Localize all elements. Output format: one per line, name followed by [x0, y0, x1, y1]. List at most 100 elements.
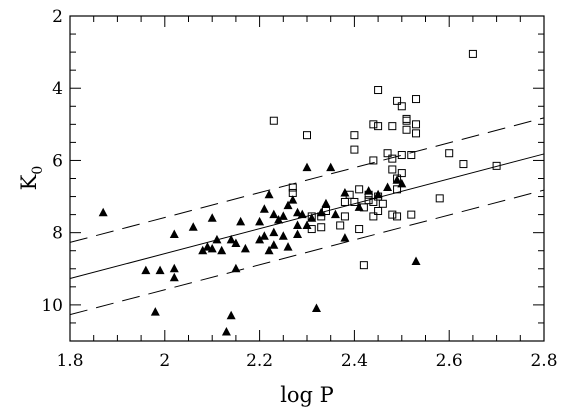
- triangle-point: [283, 242, 293, 251]
- triangle-point: [169, 229, 179, 238]
- square-point: [364, 196, 373, 205]
- plot-frame: [69, 15, 545, 342]
- triangle-point: [288, 195, 298, 204]
- triangle-point: [274, 215, 284, 224]
- square-point: [435, 194, 444, 203]
- square-point: [407, 151, 416, 160]
- square-point: [393, 174, 402, 183]
- triangle-point: [217, 245, 227, 255]
- square-point: [459, 160, 468, 169]
- square-point: [397, 151, 406, 160]
- x-tick-label: 2.8: [530, 351, 557, 371]
- triangle-point: [269, 227, 279, 237]
- triangle-point: [293, 229, 303, 238]
- triangle-point: [373, 189, 383, 199]
- triangle-point: [98, 207, 108, 217]
- data-points: [98, 49, 501, 336]
- square-point: [350, 197, 359, 206]
- svg-text:K0: K0: [17, 166, 46, 191]
- square-point: [402, 114, 411, 123]
- triangle-point: [278, 231, 288, 240]
- square-point: [374, 192, 383, 201]
- square-point: [383, 149, 392, 158]
- triangle-point: [207, 213, 217, 222]
- triangle-point: [141, 265, 151, 275]
- square-point: [303, 131, 311, 140]
- triangle-point: [231, 238, 241, 247]
- x-tick-label: 2.4: [341, 351, 368, 371]
- triangle-point: [240, 243, 250, 253]
- triangle-point: [255, 234, 265, 244]
- square-point: [393, 185, 402, 194]
- triangle-point: [259, 231, 269, 240]
- square-point: [445, 149, 454, 158]
- triangle-point: [150, 307, 160, 316]
- triangle-point: [278, 211, 288, 220]
- triangle-point: [311, 303, 321, 312]
- square-point: [393, 96, 402, 105]
- triangle-point: [297, 209, 307, 219]
- triangle-point: [321, 198, 331, 208]
- square-point: [369, 212, 378, 221]
- square-point: [288, 183, 297, 192]
- tick-marks: [69, 15, 545, 342]
- square-point: [388, 165, 397, 174]
- square-point: [307, 225, 316, 234]
- square-point: [374, 207, 383, 215]
- triangle-point: [411, 256, 421, 266]
- triangle-point: [302, 162, 312, 172]
- triangle-point: [255, 216, 265, 226]
- triangle-point: [259, 204, 269, 213]
- square-point: [350, 131, 359, 140]
- triangle-point: [326, 162, 336, 172]
- y-axis-title: K0: [17, 166, 46, 191]
- triangle-point: [302, 220, 312, 229]
- triangle-point: [340, 233, 350, 242]
- square-point: [388, 122, 397, 131]
- x-tick-label: 2.6: [436, 351, 463, 371]
- triangle-point: [236, 216, 246, 226]
- triangle-point: [198, 245, 208, 255]
- triangle-point: [226, 310, 236, 320]
- triangle-point: [231, 263, 241, 273]
- triangle-point: [202, 242, 212, 251]
- square-point: [388, 210, 397, 219]
- square-point: [269, 116, 278, 125]
- triangle-point: [264, 245, 274, 255]
- triangle-point: [212, 234, 222, 244]
- square-point: [412, 129, 421, 138]
- x-axis-title: log P: [280, 383, 334, 407]
- square-point: [378, 199, 387, 208]
- y-tick-label: 10: [41, 296, 63, 316]
- triangle-point: [397, 178, 407, 188]
- fit-lines: [69, 117, 545, 316]
- triangle-point: [226, 234, 236, 244]
- square-point: [397, 102, 406, 111]
- dashed-bound-line: [69, 117, 545, 243]
- square-point: [388, 154, 397, 163]
- square-point: [402, 116, 411, 125]
- triangle-point: [207, 243, 217, 253]
- square-point: [336, 221, 345, 230]
- square-point: [402, 125, 411, 134]
- triangle-point: [169, 272, 179, 282]
- square-point: [350, 145, 359, 154]
- triangle-point: [269, 240, 279, 249]
- fit-line: [69, 153, 545, 280]
- x-tick-label: 1.8: [56, 351, 83, 371]
- square-point: [374, 86, 383, 95]
- square-point: [369, 120, 378, 129]
- square-point: [340, 212, 349, 221]
- square-point: [407, 210, 416, 219]
- triangle-point: [340, 187, 350, 197]
- square-point: [355, 225, 364, 234]
- triangle-point: [264, 189, 274, 199]
- square-point: [412, 95, 421, 104]
- triangle-point: [330, 209, 340, 219]
- triangle-point: [169, 263, 179, 273]
- triangle-point: [221, 326, 231, 336]
- x-tick-label: 2.2: [246, 351, 273, 371]
- square-point: [374, 122, 383, 131]
- triangle-point: [383, 182, 393, 192]
